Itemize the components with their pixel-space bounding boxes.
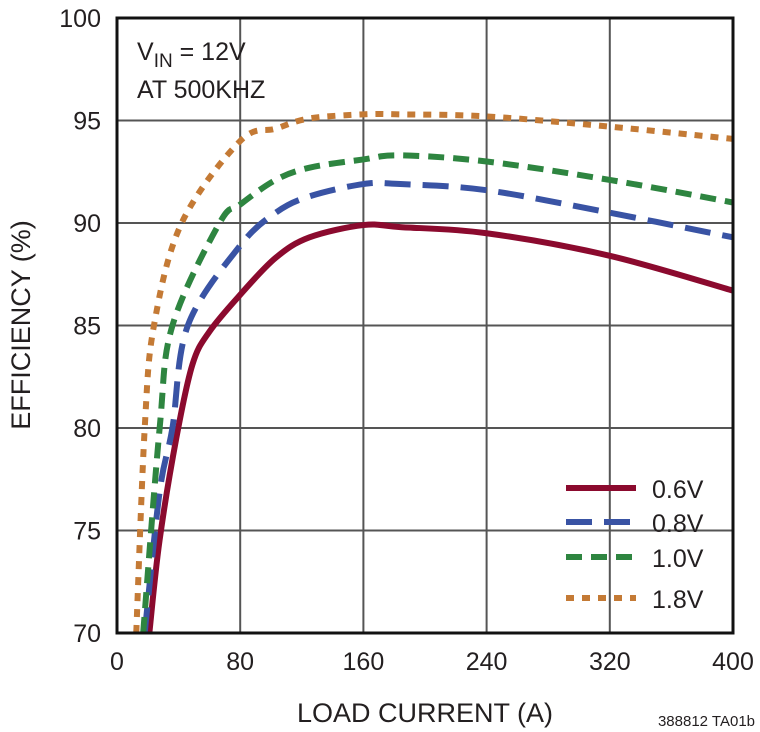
x-tick-label: 320 — [589, 648, 631, 676]
y-tick-label: 80 — [73, 415, 101, 443]
y-tick-label: 85 — [73, 313, 101, 341]
y-tick-labels: 70 75 80 85 90 95 100 — [59, 5, 101, 648]
y-tick-label: 75 — [73, 518, 101, 546]
series-line-0.6V — [146, 221, 733, 633]
curves — [133, 110, 733, 633]
y-axis-label: EFFICIENCY (%) — [6, 220, 36, 430]
x-tick-labels: 0 80 160 240 320 400 — [110, 648, 754, 676]
plot-frame — [115, 16, 735, 635]
series-line-0.8V — [141, 179, 733, 633]
footnote: 388812 TA01b — [658, 713, 755, 730]
legend-label: 0.6V — [652, 476, 704, 504]
x-tick-label: 400 — [712, 648, 754, 676]
legend-label: 1.8V — [652, 586, 704, 614]
y-tick-label: 95 — [73, 108, 101, 136]
annotation-vin: VIN = 12V — [137, 38, 246, 72]
y-tick-label: 100 — [59, 5, 101, 33]
x-tick-label: 160 — [343, 648, 385, 676]
annotation-frequency: AT 500KHZ — [137, 76, 265, 104]
x-tick-label: 80 — [226, 648, 254, 676]
y-tick-label: 70 — [73, 620, 101, 648]
legend-label: 0.8V — [652, 510, 704, 538]
grid — [116, 17, 734, 634]
legend-label: 1.0V — [652, 545, 704, 573]
x-tick-label: 240 — [466, 648, 508, 676]
series-line-1.0V — [140, 152, 733, 633]
legend: 0.6V 0.8V 1.0V 1.8V — [566, 476, 704, 614]
series-line-1.8V — [133, 110, 733, 633]
y-tick-label: 90 — [73, 210, 101, 238]
x-axis-label: LOAD CURRENT (A) — [297, 698, 553, 728]
x-tick-label: 0 — [110, 648, 124, 676]
